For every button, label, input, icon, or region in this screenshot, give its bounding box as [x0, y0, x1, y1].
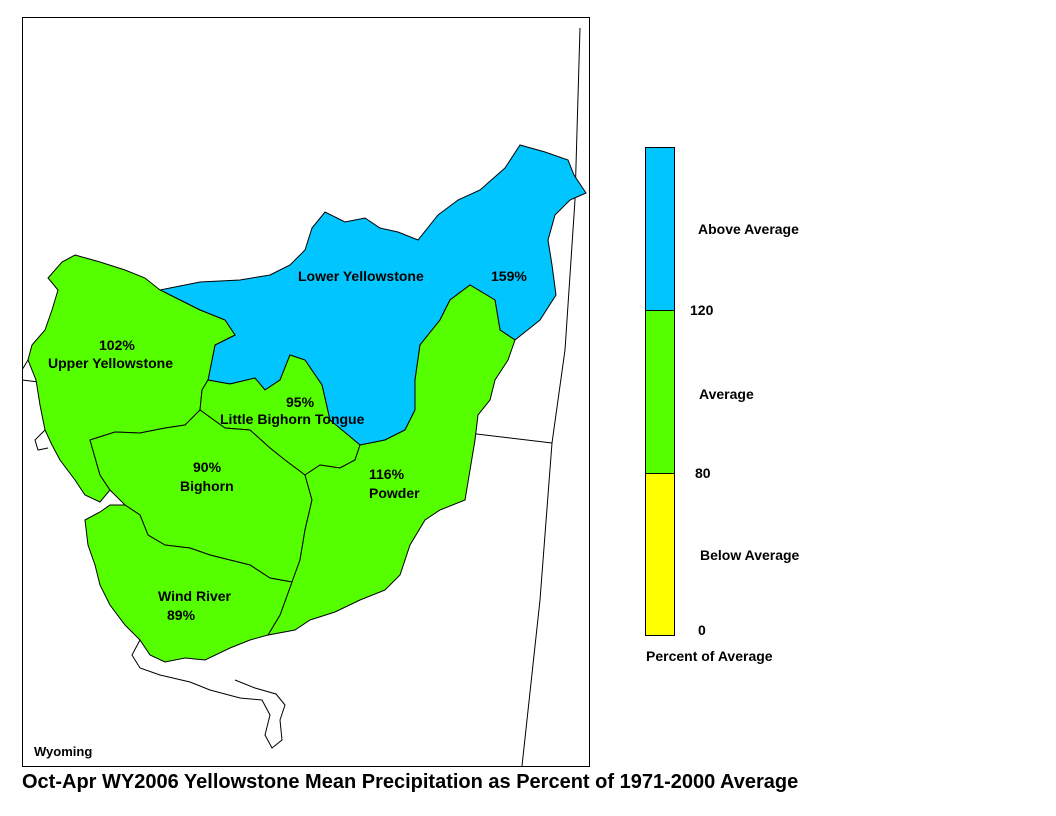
state-label: Wyoming: [34, 744, 93, 759]
legend-label-above-average: Above Average: [698, 221, 799, 237]
label-little-bighorn-tongue-name: Little Bighorn Tongue: [220, 411, 365, 427]
label-lower-yellowstone-name: Lower Yellowstone: [298, 268, 424, 284]
map-panel: Lower Yellowstone 159% 102% Upper Yellow…: [22, 17, 590, 767]
legend-label-average: Average: [699, 386, 754, 402]
basin-wind-river[interactable]: [84, 504, 293, 663]
legend-break-120: 120: [690, 302, 714, 318]
label-lower-yellowstone-percent: 159%: [491, 268, 527, 284]
label-wind-river-name: Wind River: [158, 588, 232, 604]
map-svg: Lower Yellowstone 159% 102% Upper Yellow…: [22, 17, 590, 767]
page-title: Oct-Apr WY2006 Yellowstone Mean Precipit…: [22, 771, 799, 793]
legend-break-0: 0: [698, 622, 706, 638]
legend-swatch-above-average: [645, 147, 675, 311]
legend-break-80: 80: [695, 465, 711, 481]
outline-west: [22, 359, 29, 371]
label-powder-name: Powder: [369, 485, 420, 501]
label-bighorn-percent: 90%: [193, 459, 222, 475]
label-bighorn-name: Bighorn: [180, 478, 234, 494]
legend-swatch-below-average: [645, 473, 675, 636]
label-wind-river-percent: 89%: [167, 607, 196, 623]
label-upper-yellowstone-percent: 102%: [99, 337, 135, 353]
label-powder-percent: 116%: [369, 466, 405, 482]
outline-south: [131, 639, 286, 749]
legend-label-below-average: Below Average: [700, 547, 800, 563]
label-little-bighorn-tongue-percent: 95%: [286, 394, 315, 410]
basin-powder[interactable]: [267, 284, 516, 636]
legend-swatch-average: [645, 310, 675, 474]
eastern-state-border: [521, 27, 581, 767]
outline-west-lobe: [34, 429, 49, 451]
label-upper-yellowstone-name: Upper Yellowstone: [48, 355, 173, 371]
legend-title: Percent of Average: [646, 648, 773, 664]
